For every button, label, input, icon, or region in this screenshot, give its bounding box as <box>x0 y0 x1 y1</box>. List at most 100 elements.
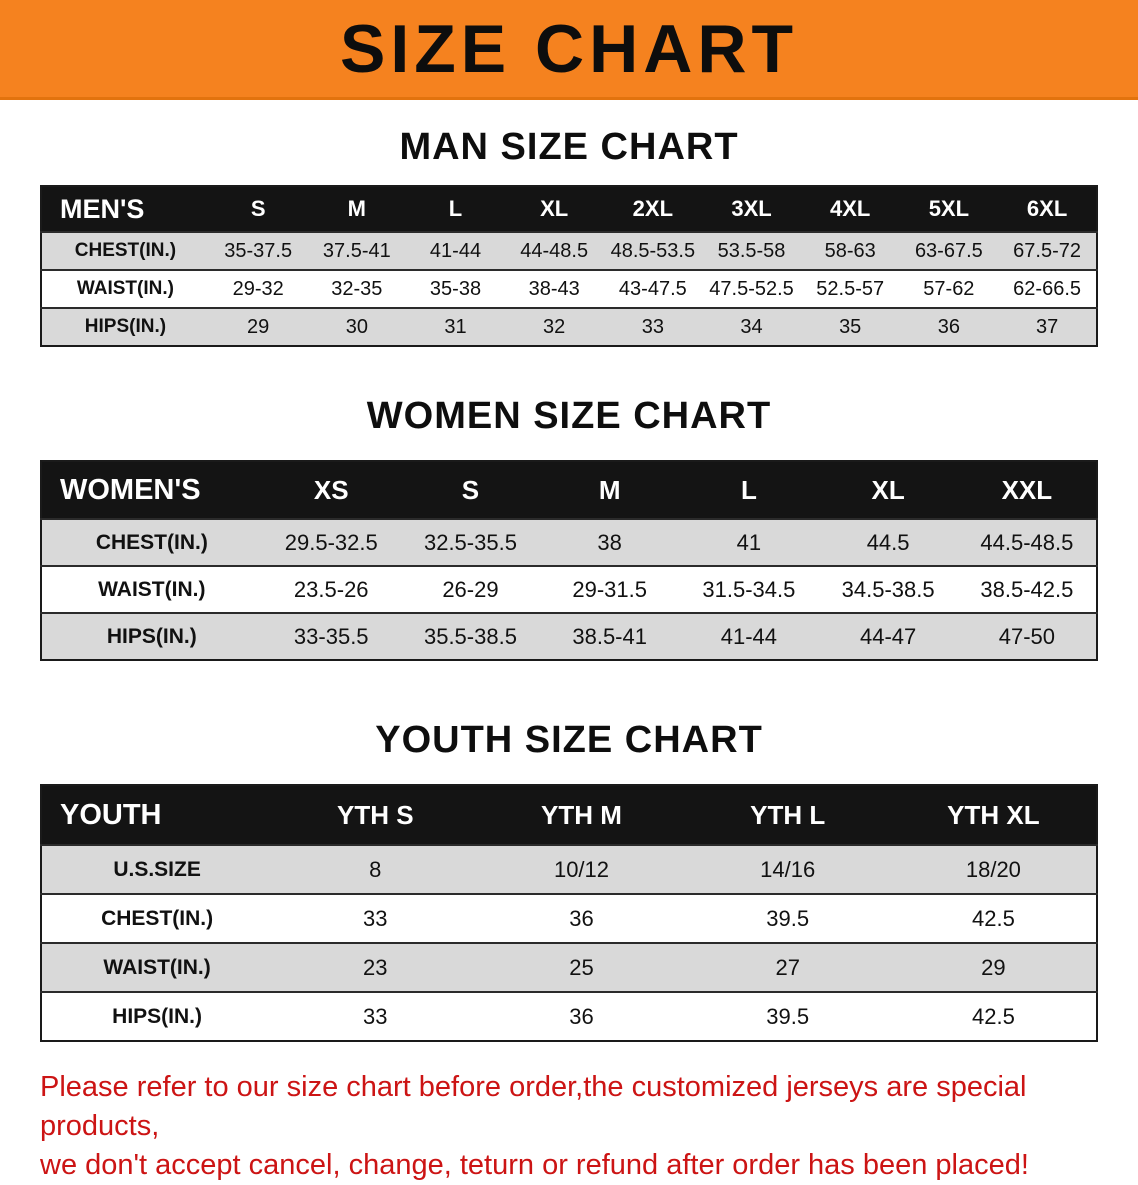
value-cell: 35-38 <box>429 277 482 300</box>
men-size-table: MEN'S S M L XL 2XL 3XL 4XL 5XL 6XL CHEST(IN.) 35-37… <box>40 185 1098 347</box>
size-column-header: XS <box>261 461 401 519</box>
row-label: WAIST(IN.) <box>103 955 211 979</box>
value-cell: 42.5 <box>971 905 1015 931</box>
row-label: CHEST(IN.) <box>74 240 177 261</box>
value-cell: 26-29 <box>442 576 499 602</box>
value-cell: 35-37.5 <box>224 239 293 262</box>
value-cell: 37.5-41 <box>322 239 391 262</box>
value-cell: 33 <box>363 905 388 931</box>
value-cell: 41 <box>736 529 762 555</box>
value-cell: 23.5-26 <box>293 576 369 602</box>
value-cell: 32.5-35.5 <box>423 529 517 555</box>
size-column-header: L <box>406 186 505 232</box>
row-label: HIPS(IN.) <box>106 624 197 648</box>
row-label: WAIST(IN.) <box>98 577 206 601</box>
men-section-heading: MAN SIZE CHART <box>399 126 739 168</box>
size-column-header: XL <box>818 461 958 519</box>
value-cell: 42.5 <box>971 1003 1015 1029</box>
size-column-header: YTH L <box>684 785 891 845</box>
table-row: CHEST(IN.) 29.5-32.5 32.5-35.5 38 41 44.5 44.5… <box>41 519 1097 566</box>
size-column-header: YTH M <box>478 785 685 845</box>
value-cell: 29.5-32.5 <box>284 529 378 555</box>
value-cell: 44.5 <box>866 529 910 555</box>
value-cell: 36 <box>569 1003 594 1029</box>
table-row: HIPS(IN.) 33 36 39.5 42.5 <box>41 992 1097 1041</box>
size-column-header: 2XL <box>603 186 703 232</box>
size-column-header: XL <box>504 186 604 232</box>
value-cell: 33-35.5 <box>293 623 369 649</box>
value-cell: 35.5-38.5 <box>423 623 517 649</box>
value-cell: 38.5-42.5 <box>980 576 1074 602</box>
table-row: HIPS(IN.) 33-35.5 35.5-38.5 38.5-41 41-44 44-… <box>41 613 1097 660</box>
size-column-header: 4XL <box>800 186 900 232</box>
women-header-label: WOMEN'S <box>41 461 262 519</box>
table-row: WAIST(IN.) 29-32 32-35 35-38 38-43 43-47.5 47.… <box>41 270 1097 308</box>
women-header-row: WOMEN'S XS S M L XL XXL <box>41 461 1097 519</box>
youth-section: YOUTH SIZE CHART YOUTH YTH S YTH M YTH L YTH… <box>0 719 1138 1042</box>
youth-header-label: YOUTH <box>41 785 273 845</box>
value-cell: 34.5-38.5 <box>841 576 935 602</box>
value-cell: 47.5-52.5 <box>709 277 794 300</box>
youth-section-heading: YOUTH SIZE CHART <box>375 719 763 761</box>
youth-header-row: YOUTH YTH S YTH M YTH L YTH XL <box>41 785 1097 845</box>
value-cell: 58-63 <box>824 239 876 262</box>
value-cell: 29-31.5 <box>572 576 647 602</box>
size-column-header: YTH XL <box>890 785 1097 845</box>
value-cell: 44.5-48.5 <box>980 529 1074 555</box>
value-cell: 37 <box>1035 315 1059 338</box>
value-cell: 48.5-53.5 <box>610 239 696 262</box>
value-cell: 8 <box>369 856 382 882</box>
men-section: MAN SIZE CHART MEN'S S M L XL 2XL 3XL 4XL 5XL 6XL… <box>0 126 1138 347</box>
value-cell: 43-47.5 <box>618 277 687 300</box>
size-column-header: 6XL <box>998 186 1097 232</box>
value-cell: 44-47 <box>859 623 917 649</box>
footer-line-1: Please refer to our size chart before or… <box>40 1071 1027 1142</box>
row-label: U.S.SIZE <box>113 857 201 881</box>
value-cell: 39.5 <box>766 1003 810 1029</box>
value-cell: 31.5-34.5 <box>702 576 796 602</box>
size-column-header: S <box>400 461 541 519</box>
table-row: WAIST(IN.) 23.5-26 26-29 29-31.5 31.5-34.5 34… <box>41 566 1097 613</box>
value-cell: 32-35 <box>331 277 383 300</box>
value-cell: 30 <box>345 315 368 338</box>
women-size-table: WOMEN'S XS S M L XL XXL CHEST(IN.) 29.5-32.5 32.5… <box>40 460 1098 661</box>
value-cell: 38-43 <box>528 277 580 300</box>
value-cell: 34 <box>740 315 763 338</box>
value-cell: 44-48.5 <box>520 239 589 262</box>
size-column-header: 5XL <box>899 186 999 232</box>
table-row: CHEST(IN.) 35-37.5 37.5-41 41-44 44-48.5 48.5… <box>41 232 1097 270</box>
value-cell: 63-67.5 <box>914 239 983 262</box>
value-cell: 57-62 <box>923 277 975 300</box>
size-column-header: M <box>307 186 407 232</box>
row-label: CHEST(IN.) <box>95 530 208 554</box>
value-cell: 10/12 <box>553 856 610 882</box>
footer-note: Please refer to our size chart before or… <box>40 1068 1098 1185</box>
value-cell: 36 <box>569 905 594 931</box>
row-label: HIPS(IN.) <box>112 1004 203 1028</box>
value-cell: 29 <box>247 315 270 338</box>
value-cell: 27 <box>775 954 800 980</box>
row-label: CHEST(IN.) <box>101 906 214 930</box>
table-row: HIPS(IN.) 29 30 31 32 33 34 35 36 37 <box>41 308 1097 346</box>
value-cell: 67.5-72 <box>1013 239 1082 262</box>
men-header-label: MEN'S <box>41 186 209 232</box>
youth-size-table: YOUTH YTH S YTH M YTH L YTH XL U.S.SIZE 8 10/12… <box>40 784 1098 1042</box>
value-cell: 33 <box>641 315 664 338</box>
value-cell: 31 <box>444 315 467 338</box>
value-cell: 41-44 <box>429 239 482 262</box>
size-column-header: L <box>679 461 819 519</box>
value-cell: 36 <box>937 315 960 338</box>
value-cell: 52.5-57 <box>816 277 885 300</box>
men-header-row: MEN'S S M L XL 2XL 3XL 4XL 5XL 6XL <box>41 186 1097 232</box>
size-column-header: M <box>540 461 680 519</box>
value-cell: 18/20 <box>965 856 1021 882</box>
footer-line-2: we don't accept cancel, change, teturn o… <box>40 1148 1029 1181</box>
size-column-header: YTH S <box>272 785 479 845</box>
size-column-header: 3XL <box>702 186 801 232</box>
size-column-header: S <box>208 186 308 232</box>
value-cell: 35 <box>839 315 862 338</box>
value-cell: 47-50 <box>998 623 1055 649</box>
value-cell: 32 <box>543 315 566 338</box>
value-cell: 62-66.5 <box>1013 277 1082 300</box>
